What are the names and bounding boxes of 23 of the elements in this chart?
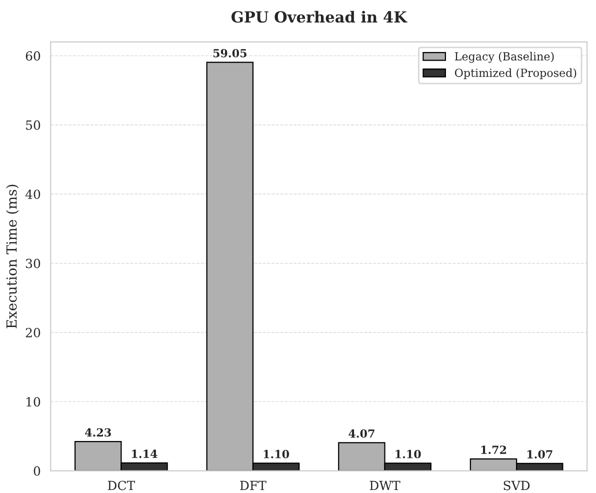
- data-label: 4.07: [348, 429, 374, 438]
- data-label: 1.72: [481, 446, 506, 454]
- data-label: 1.07: [527, 450, 552, 458]
- x-tick-label: DCT: [108, 480, 136, 490]
- y-tick-label: 20: [26, 328, 40, 338]
- data-label: 1.10: [396, 450, 421, 458]
- x-tick-label: SVD: [504, 480, 530, 490]
- y-tick-label: 0: [34, 466, 40, 476]
- y-axis-title: Execution Time (ms): [6, 184, 19, 328]
- y-tick-label: 30: [26, 258, 40, 268]
- data-label: 59.05: [213, 48, 246, 58]
- chart-title: GPU Overhead in 4K: [232, 10, 408, 23]
- data-label: 4.23: [85, 428, 111, 437]
- y-tick-label: 40: [25, 190, 40, 200]
- legend-label: Legacy (Baseline): [454, 52, 554, 63]
- x-tick-label: DFT: [240, 480, 266, 490]
- data-label: 1.10: [264, 450, 290, 458]
- legend-label: Optimized (Proposed): [454, 68, 576, 80]
- y-tick-label: 10: [26, 397, 40, 407]
- x-tick-label: DWT: [370, 480, 400, 490]
- y-tick-label: 50: [26, 120, 40, 130]
- data-label: 1.14: [132, 450, 158, 458]
- y-tick-label: 60: [26, 51, 40, 61]
